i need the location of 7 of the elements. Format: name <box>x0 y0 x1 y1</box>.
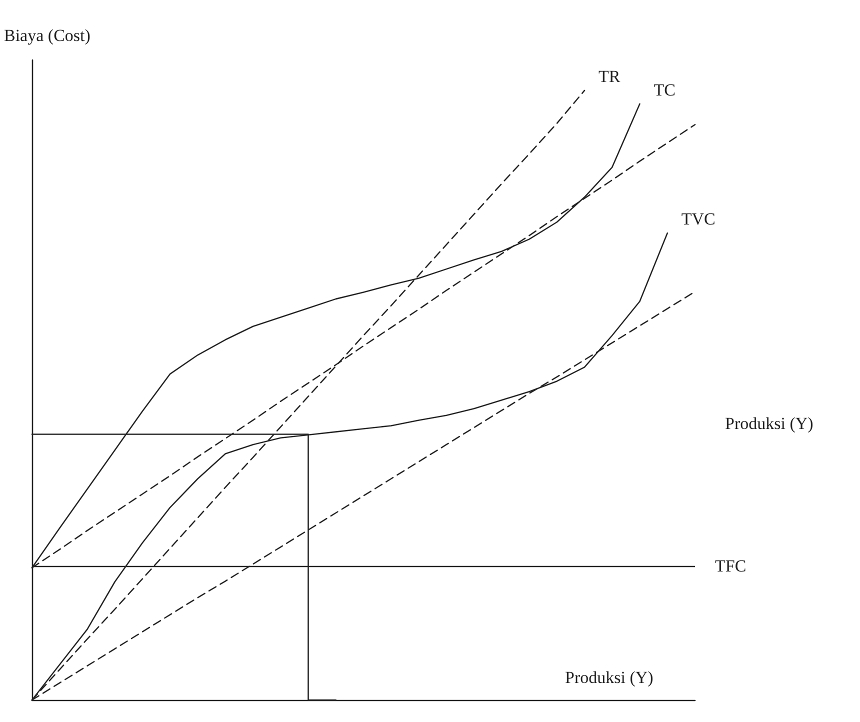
text: Produksi (Y) <box>725 414 814 434</box>
y-axis-title: Biaya (Cost) <box>4 26 90 45</box>
series-label: TC <box>654 80 676 100</box>
x-axis-title: Produksi (Y) <box>565 668 654 687</box>
series-label: TVC <box>681 210 716 229</box>
series-label: TR <box>598 66 621 86</box>
ref-line-label: TFC <box>715 556 746 576</box>
